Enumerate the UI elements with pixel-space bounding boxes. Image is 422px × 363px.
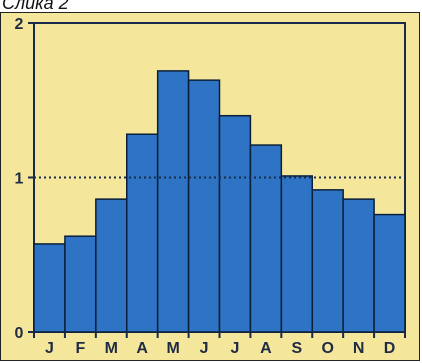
bar-3 [95, 198, 128, 333]
x-tick-label: A [260, 340, 272, 357]
chart-panel: 0 1 2 J F M A M J J A S O N D [0, 12, 420, 361]
x-tick-label: S [291, 340, 302, 357]
x-tick-label: M [166, 340, 179, 357]
x-tick-label: F [75, 340, 85, 357]
x-tick-label: J [231, 340, 240, 357]
bar-2 [64, 235, 97, 333]
bar-8 [249, 144, 283, 333]
figure-caption: Слика 2 [2, 0, 69, 13]
x-tick-label: A [136, 340, 148, 357]
x-tick-label: M [105, 340, 118, 357]
x-tick-label: D [384, 340, 396, 357]
bar-11 [342, 198, 375, 333]
bar-1 [33, 243, 66, 333]
bar-7 [218, 114, 252, 333]
x-tick-label: J [200, 340, 209, 357]
y-tick-label: 2 [15, 16, 24, 33]
y-tick-label: 1 [15, 171, 24, 188]
bar-12 [373, 213, 406, 333]
bar-9 [280, 175, 314, 333]
x-tick-label: J [45, 340, 54, 357]
bar-4 [126, 133, 159, 333]
x-tick-label: O [321, 340, 333, 357]
x-tick-label: N [353, 340, 365, 357]
bar-10 [311, 189, 344, 333]
bar-6 [187, 79, 221, 333]
bar-5 [156, 70, 190, 333]
bar-chart: 0 1 2 J F M A M J J A S O N D [15, 16, 406, 357]
y-tick-label: 0 [15, 325, 24, 342]
